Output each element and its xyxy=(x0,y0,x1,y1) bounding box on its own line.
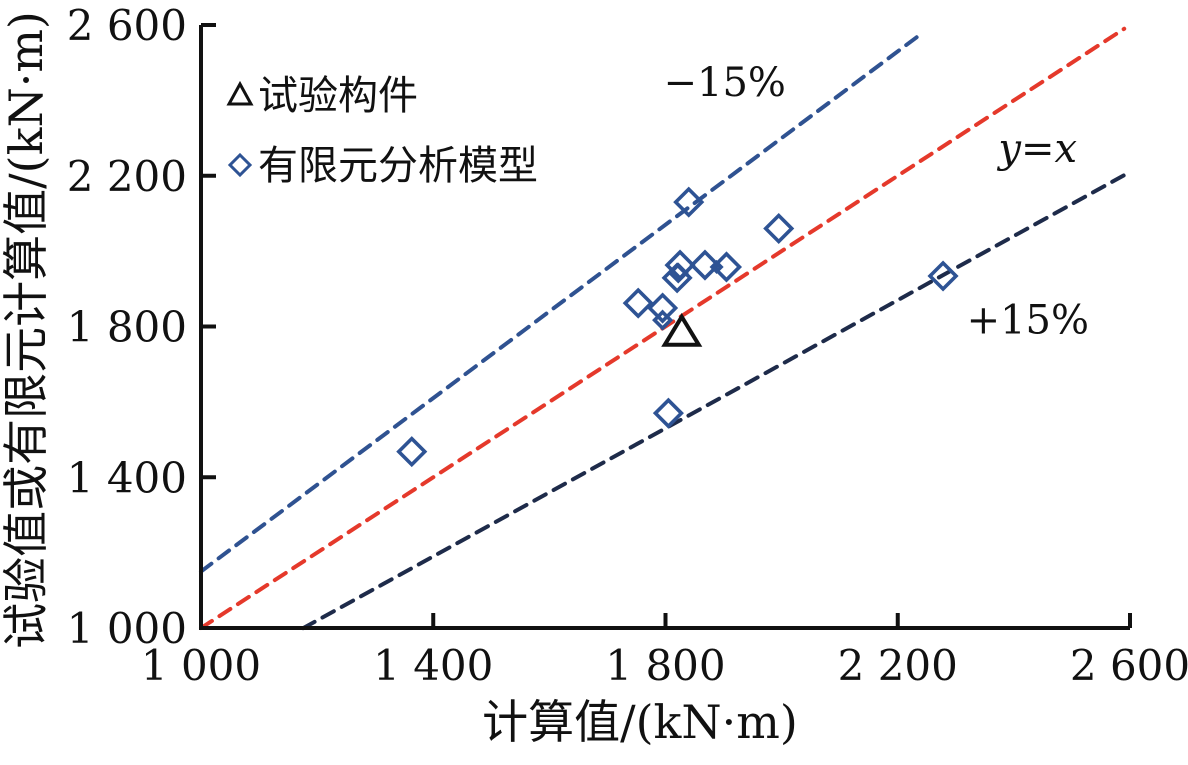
legend-label-1: 有限元分析模型 xyxy=(258,143,538,189)
fe-model-point-diamond xyxy=(622,287,654,319)
fe-model-point-diamond xyxy=(673,186,705,218)
y-tick-label: 1 400 xyxy=(67,453,187,502)
x-axis-title: 计算值/(kN·m) xyxy=(482,695,798,749)
fe-model-point-diamond xyxy=(396,436,428,468)
refline-plus15 xyxy=(301,169,1132,631)
y-tick-label: 1 000 xyxy=(67,604,187,653)
fe-model-point-diamond xyxy=(763,212,795,245)
y-axis-title: 试验值或有限元计算值/(kN·m) xyxy=(0,11,53,649)
fe-model-point-diamond xyxy=(652,397,684,429)
tick-labels-layer: 1 000 1 400 1 800 2 200 2 600 1 000 1 400 1 800… xyxy=(67,1,1188,690)
y-tick-label: 2 200 xyxy=(67,152,187,201)
legend-label-0: 试验构件 xyxy=(258,73,418,119)
fe-model-point-diamond xyxy=(689,249,721,281)
fe-model-point-diamond xyxy=(710,251,743,283)
legend-diamond-icon xyxy=(227,152,253,178)
fe-model-point-diamond xyxy=(667,262,689,284)
fe-model-point-diamond xyxy=(652,309,674,331)
y-tick-label: 1 800 xyxy=(67,303,187,352)
x-tick-label: 1 800 xyxy=(605,641,725,690)
x-tick-label: 1 400 xyxy=(373,641,493,690)
fe-model-point-diamond xyxy=(647,292,679,324)
y-tick-label: 2 600 xyxy=(67,1,187,50)
data-points-layer xyxy=(396,186,959,468)
annotation-yx: y=x xyxy=(996,126,1077,172)
x-tick-label: 2 600 xyxy=(1070,641,1188,690)
fe-model-point-diamond xyxy=(927,260,959,292)
annotation-15: −15% xyxy=(664,60,786,106)
axes-layer xyxy=(199,23,1132,630)
legend-triangle-icon xyxy=(226,80,254,106)
refline-minus15 xyxy=(199,32,922,574)
x-tick-label: 2 200 xyxy=(838,641,958,690)
test-specimen-point-triangle xyxy=(661,312,703,347)
annotation-15: +15% xyxy=(967,298,1089,344)
x-tick-label: 1 000 xyxy=(141,641,261,690)
annotations-layer: −15% y=x +15% xyxy=(664,60,1090,344)
